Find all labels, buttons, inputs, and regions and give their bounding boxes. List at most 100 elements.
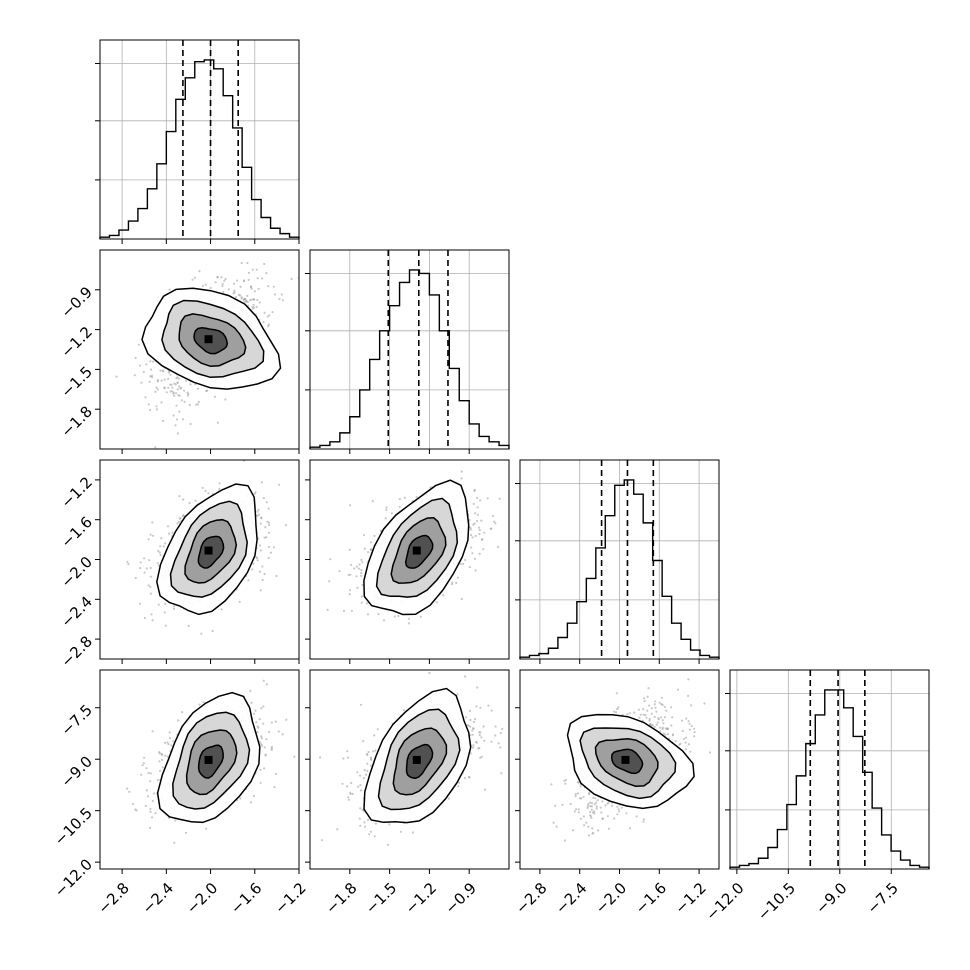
scatter-point [180, 399, 183, 402]
scatter-point [253, 306, 256, 309]
scatter-point [366, 613, 369, 616]
scatter-point [176, 381, 179, 384]
x-tick-label: −1.6 [227, 879, 265, 917]
scatter-point [643, 699, 646, 703]
scatter-point [147, 584, 150, 587]
scatter-point [258, 544, 261, 547]
scatter-point [681, 719, 684, 722]
scatter-point [268, 314, 271, 317]
scatter-point [473, 522, 476, 525]
scatter-point [177, 719, 180, 722]
scatter-point [164, 754, 167, 757]
scatter-point [255, 268, 258, 271]
scatter-point [266, 520, 269, 523]
histogram-panel-3 [515, 459, 720, 664]
scatter-point [195, 403, 198, 406]
scatter-point [174, 819, 177, 822]
scatter-point [490, 527, 493, 530]
scatter-point [472, 720, 476, 724]
scatter-point [585, 821, 588, 824]
scatter-point [157, 564, 160, 567]
scatter-point [174, 383, 177, 386]
scatter-point [359, 784, 362, 787]
scatter-point [260, 517, 263, 520]
scatter-point [398, 505, 401, 508]
scatter-point [460, 477, 463, 480]
scatter-point [359, 789, 363, 792]
scatter-point [591, 832, 594, 835]
scatter-point [348, 504, 352, 507]
scatter-point [386, 843, 390, 846]
scatter-panel-3-2 [305, 459, 510, 664]
scatter-point [145, 567, 148, 570]
scatter-point [178, 385, 181, 388]
scatter-panel-4-3: −2.8 −2.4 −2.0 −1.6 −1.2 [512, 669, 720, 918]
scatter-point [138, 364, 142, 367]
scatter-point [158, 760, 161, 763]
scatter-point [249, 689, 252, 693]
scatter-point [607, 827, 611, 830]
scatter-point [574, 793, 577, 796]
scatter-point [470, 546, 473, 549]
scatter-point [179, 387, 182, 390]
scatter-point [407, 622, 410, 625]
scatter-point [160, 537, 163, 540]
scatter-point [360, 571, 363, 575]
scatter-point [457, 785, 460, 788]
scatter-point [189, 383, 192, 386]
scatter-point [664, 733, 667, 736]
scatter-point [265, 272, 268, 275]
scatter-point [227, 288, 230, 291]
scatter-point [260, 481, 263, 484]
scatter-point [213, 395, 216, 398]
scatter-point [473, 557, 476, 561]
scatter-point [150, 613, 153, 616]
scatter-point [374, 749, 377, 752]
scatter-point [573, 810, 576, 813]
scatter-point [238, 600, 241, 604]
scatter-point [471, 733, 474, 736]
scatter-point [465, 716, 468, 719]
scatter-point [157, 549, 160, 553]
scatter-point [363, 768, 366, 772]
scatter-point [574, 795, 577, 798]
scatter-point [348, 589, 352, 592]
scatter-point [174, 424, 177, 427]
scatter-point [281, 299, 284, 302]
scatter-point [564, 782, 567, 785]
scatter-point [369, 541, 372, 544]
scatter-point [267, 556, 270, 560]
scatter-point [349, 791, 352, 794]
histogram-panel-1 [95, 39, 300, 244]
scatter-point [205, 827, 208, 830]
scatter-point [275, 574, 278, 578]
scatter-point [594, 797, 597, 800]
scatter-point [659, 726, 662, 729]
density-peak [412, 546, 421, 555]
scatter-point [398, 498, 401, 501]
scatter-point [200, 632, 203, 635]
scatter-point [262, 321, 265, 324]
scatter-point [265, 683, 268, 686]
scatter-point [262, 497, 265, 500]
scatter-point [578, 797, 582, 800]
scatter-point [134, 576, 137, 580]
scatter-point [262, 705, 265, 708]
scatter-point [255, 721, 258, 724]
scatter-point [688, 722, 691, 725]
scatter-point [552, 821, 555, 824]
scatter-point [251, 307, 254, 310]
scatter-point [469, 752, 472, 755]
scatter-point [197, 400, 200, 404]
scatter-point [617, 706, 620, 709]
scatter-point [274, 720, 277, 723]
scatter-point [160, 379, 163, 382]
scatter-point [478, 532, 481, 536]
scatter-point [256, 731, 259, 734]
scatter-point [256, 559, 259, 562]
scatter-point [167, 386, 170, 389]
scatter-point [419, 615, 422, 618]
scatter-point [254, 709, 257, 712]
scatter-point [693, 727, 696, 730]
scatter-point [360, 595, 363, 598]
